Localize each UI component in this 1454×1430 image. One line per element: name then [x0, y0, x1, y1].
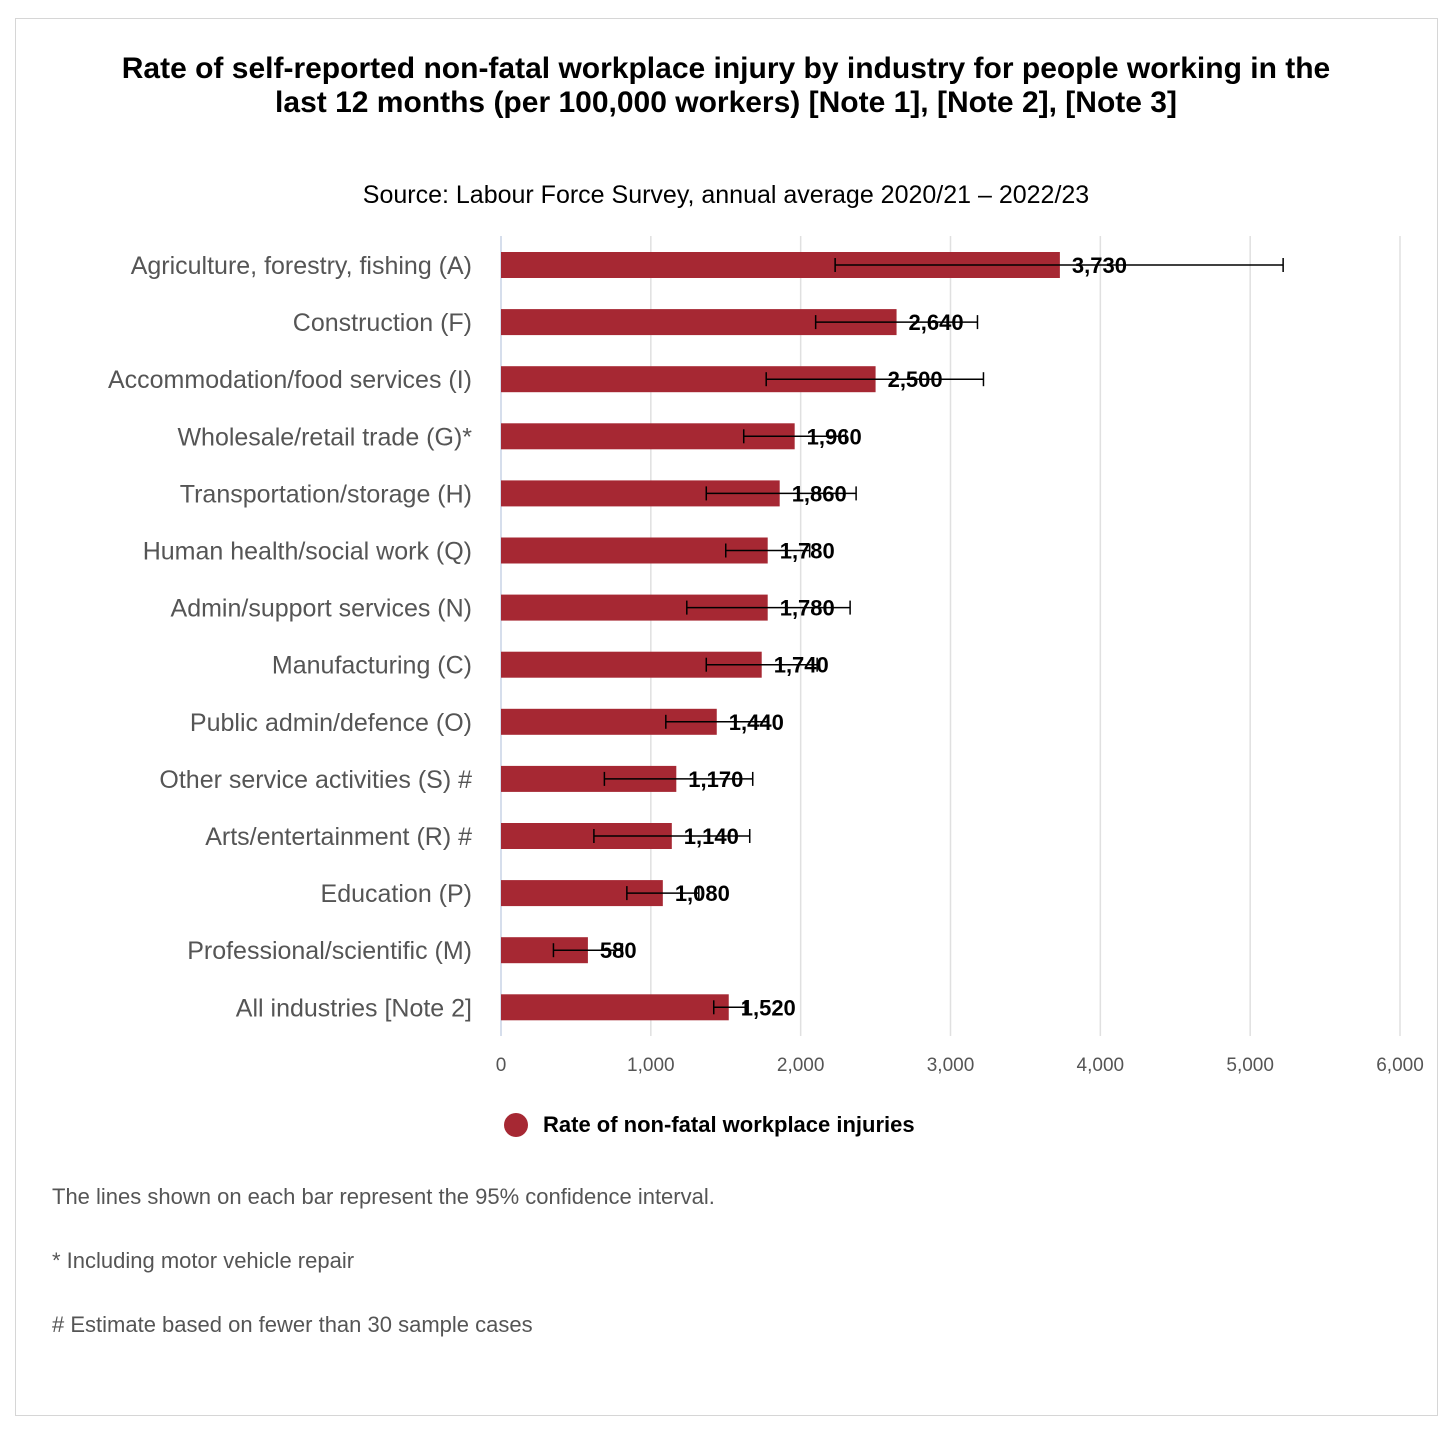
x-tick-label: 2,000 [777, 1055, 825, 1076]
gridlines [500, 236, 1401, 1036]
bar [501, 994, 729, 1021]
chart-title: Rate of self-reported non-fatal workplac… [121, 52, 1331, 119]
data-labels: 3,730 2,640 2,500 1,960 1,860 1,780 1,780 1,740… [600, 253, 1127, 1020]
category-label: Human health/social work (Q) [143, 538, 472, 566]
x-tick-label: 0 [496, 1055, 507, 1076]
category-label: All industries [Note 2] [236, 994, 472, 1022]
category-label: Accommodation/food services (I) [108, 366, 472, 394]
x-tick-label: 1,000 [627, 1055, 675, 1076]
x-tick-label: 3,000 [927, 1055, 975, 1076]
data-label: 1,780 [780, 539, 835, 564]
x-tick-label: 4,000 [1077, 1055, 1125, 1076]
data-label: 1,860 [792, 481, 847, 506]
x-tick-label: 5,000 [1226, 1055, 1274, 1076]
category-label: Arts/entertainment (R) # [205, 823, 472, 851]
category-label: Professional/scientific (M) [187, 937, 472, 965]
note-sample-size: # Estimate based on fewer than 30 sample… [52, 1312, 533, 1337]
category-label: Transportation/storage (H) [180, 480, 472, 508]
data-label: 3,730 [1072, 253, 1127, 278]
legend-label: Rate of non-fatal workplace injuries [543, 1112, 915, 1137]
category-label: Manufacturing (C) [272, 652, 472, 680]
data-label: 1,170 [688, 767, 743, 792]
bars [501, 252, 1060, 1021]
confidence-intervals [552, 258, 1284, 1015]
category-label: Other service activities (S) # [159, 766, 472, 794]
data-label: 1,960 [807, 424, 862, 449]
data-label: 1,520 [741, 995, 796, 1020]
chart-subtitle: Source: Labour Force Survey, annual aver… [362, 181, 1090, 209]
data-label: 1,440 [729, 710, 784, 735]
data-label: 2,640 [909, 310, 964, 335]
note-motor-vehicle: * Including motor vehicle repair [52, 1248, 355, 1273]
chart-frame [15, 18, 1438, 1416]
note-confidence-interval: The lines shown on each bar represent th… [52, 1184, 715, 1209]
category-label: Admin/support services (N) [171, 595, 472, 623]
category-label: Public admin/defence (O) [190, 709, 472, 737]
bar [501, 537, 768, 564]
category-label: Construction (F) [293, 309, 472, 337]
category-label: Agriculture, forestry, fishing (A) [131, 252, 472, 280]
category-label: Wholesale/retail trade (G)* [177, 423, 472, 451]
category-label: Education (P) [321, 880, 472, 908]
data-label: 1,740 [774, 653, 829, 678]
legend-marker [504, 1113, 528, 1137]
data-label: 1,080 [675, 881, 730, 906]
legend: Rate of non-fatal workplace injuries [504, 1110, 915, 1140]
data-label: 1,780 [780, 596, 835, 621]
x-axis-ticks: 0 1,000 2,000 3,000 4,000 5,000 6,000 [496, 1055, 1424, 1076]
x-tick-label: 6,000 [1376, 1055, 1424, 1076]
data-label: 1,140 [684, 824, 739, 849]
data-label: 2,500 [888, 367, 943, 392]
data-label: 580 [600, 938, 637, 963]
category-labels: Agriculture, forestry, fishing (A) Constr… [108, 252, 472, 1022]
